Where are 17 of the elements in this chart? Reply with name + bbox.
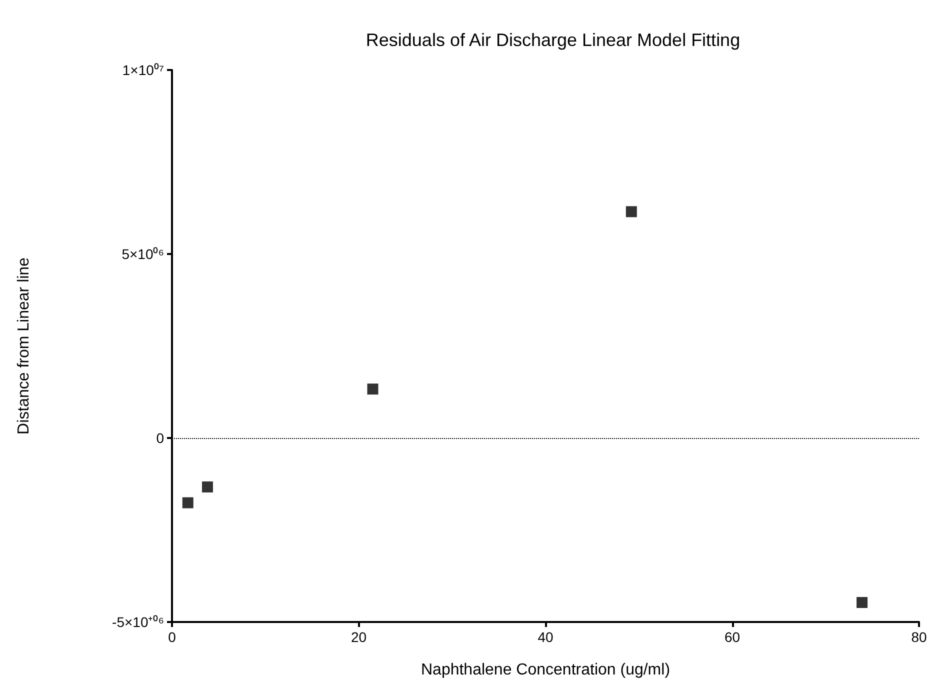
x-tick-label: 40 xyxy=(538,629,554,645)
point xyxy=(856,596,868,608)
x-tick-label: 80 xyxy=(911,629,927,645)
y-tick-label: 5×10⁰⁶ xyxy=(122,246,164,262)
y-axis-title: Distance from Linear line xyxy=(16,257,32,434)
y-tick-label: 1×10⁰⁷ xyxy=(122,62,164,78)
x-tick-label: 0 xyxy=(168,629,176,645)
point xyxy=(202,481,213,492)
point xyxy=(367,384,378,395)
point xyxy=(182,497,194,508)
point xyxy=(626,206,637,218)
x-tick-label: 60 xyxy=(724,629,740,645)
y-tick-label: -5×10⁺⁰⁶ xyxy=(112,614,164,630)
x-tick-label: 20 xyxy=(350,629,367,645)
x-axis-title: Naphthalene Concentration (ug/ml) xyxy=(420,662,670,678)
y-tick-label: 0 xyxy=(156,430,164,446)
chart-title: Residuals of Air Discharge Linear Model Fitting xyxy=(366,30,740,50)
